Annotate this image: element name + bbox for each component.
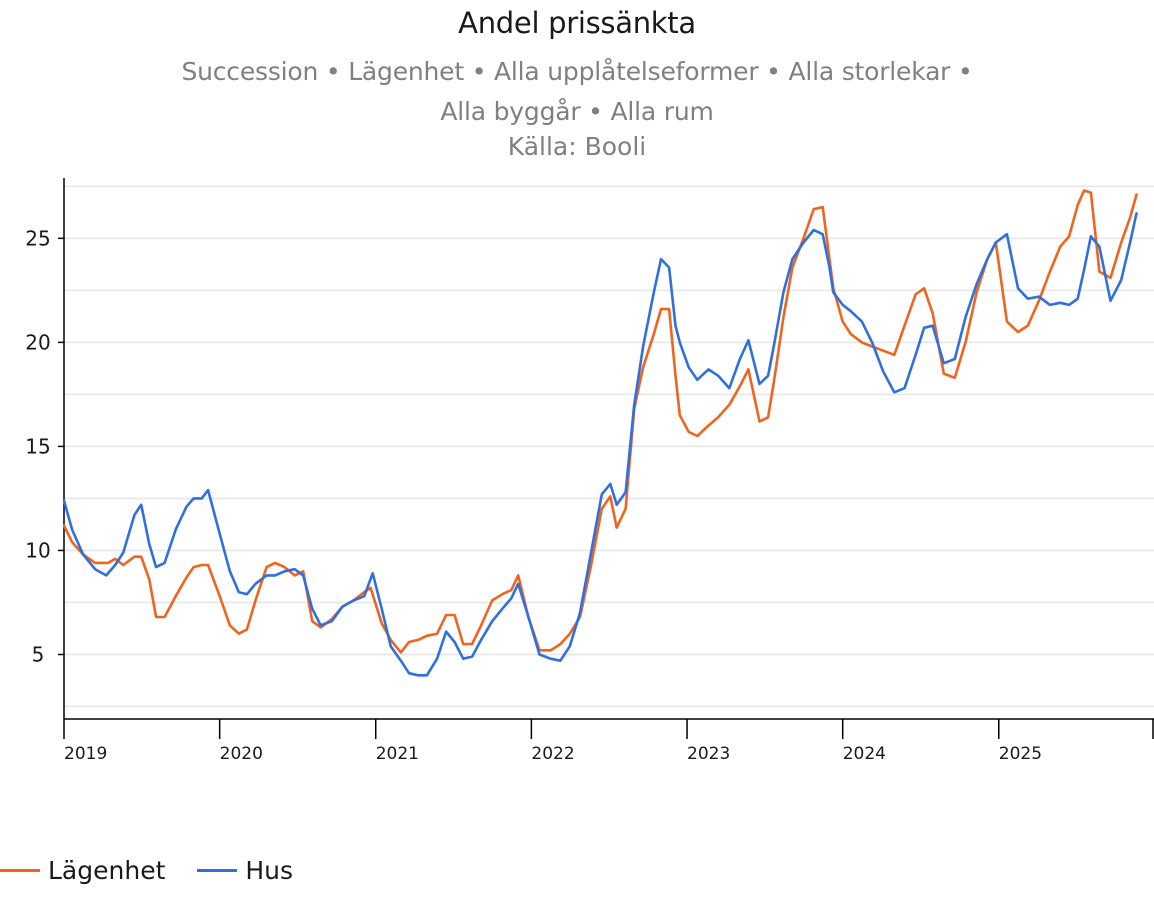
legend-swatch-lagenhet [0,868,40,872]
x-tick-label: 2019 [64,744,107,764]
y-tick-label: 10 [25,538,50,562]
x-tick-label: 2023 [687,744,730,764]
legend: Lägenhet Hus [0,850,325,890]
x-tick-label: 2021 [376,744,419,764]
series-line-lgenhet [62,189,1138,654]
legend-label-hus: Hus [245,855,294,885]
x-tick-label: 2025 [999,744,1042,764]
x-tick-label: 2020 [220,744,263,764]
series-line-hus [62,212,1138,677]
legend-label-lagenhet: Lägenhet [48,855,166,885]
y-tick-label: 20 [25,330,50,354]
y-tick-label: 5 [32,642,45,666]
x-tick-label: 2024 [843,744,886,764]
chart-source: Källa: Booli [507,132,647,161]
chart-title: Andel prissänkta [458,6,696,40]
y-tick-label: 25 [25,226,50,250]
legend-item-lagenhet[interactable]: Lägenhet [0,856,165,885]
legend-item-hus[interactable]: Hus [197,856,293,885]
chart-subtitle: Succession • Lägenhet • Alla upplåtelsef… [181,57,973,126]
legend-swatch-hus [197,868,238,872]
x-tick-label: 2022 [531,744,574,764]
y-tick-label: 15 [25,434,50,458]
